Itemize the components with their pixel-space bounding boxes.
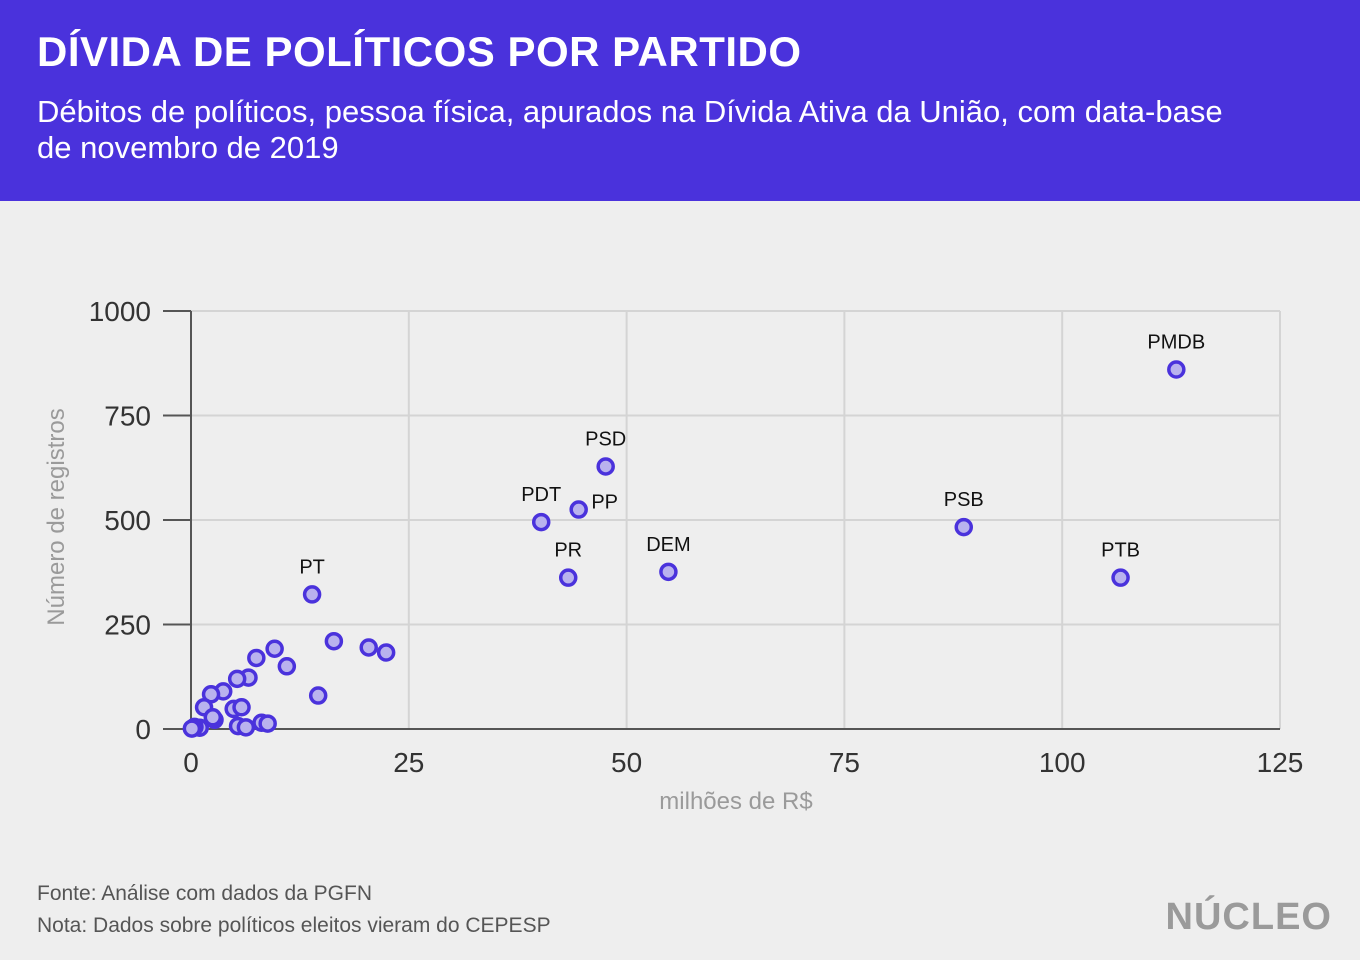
point-label: DEM: [646, 534, 690, 556]
data-point[interactable]: [232, 698, 251, 717]
point-label: PT: [299, 556, 325, 578]
source-note: Fonte: Análise com dados da PGFN: [37, 882, 373, 905]
axis-layer: 0 25 50 75 100 125 0 250 500 750 1000: [89, 296, 1304, 778]
y-tick-label: 1000: [89, 296, 151, 327]
data-point[interactable]: [531, 512, 551, 532]
data-point[interactable]: [596, 457, 615, 476]
y-tick-label: 500: [104, 505, 151, 536]
chart-title: DÍVIDA DE POLÍTICOS POR PARTIDO: [37, 28, 802, 75]
x-tick-label: 100: [1039, 747, 1086, 778]
data-point[interactable]: [359, 638, 378, 657]
x-axis-title: milhões de R$: [659, 788, 812, 815]
data-point[interactable]: [258, 714, 277, 733]
data-point[interactable]: [265, 639, 284, 658]
data-point[interactable]: [569, 500, 588, 519]
chart-subtitle: Débitos de políticos, pessoa física, apu…: [37, 94, 1223, 165]
data-point[interactable]: [308, 686, 328, 705]
x-tick-label: 75: [829, 747, 860, 778]
data-point[interactable]: [1167, 360, 1186, 379]
nucleo-logo: NÚCLEO: [1165, 896, 1332, 938]
data-point[interactable]: [277, 657, 297, 676]
data-point[interactable]: [203, 708, 223, 727]
point-label: PP: [591, 492, 618, 514]
point-label: PDT: [521, 484, 561, 506]
point-label: PMDB: [1147, 332, 1205, 354]
y-tick-label: 0: [135, 714, 151, 745]
scatter-chart: 0 25 50 75 100 125 0 250 500 750 1000 PMDB PSD PP PDT…: [43, 296, 1304, 815]
x-tick-label: 50: [611, 747, 642, 778]
x-tick-label: 25: [393, 747, 424, 778]
y-tick-label: 250: [104, 610, 151, 641]
data-point[interactable]: [558, 568, 578, 587]
data-point[interactable]: [236, 718, 256, 737]
data-point[interactable]: [954, 517, 974, 537]
data-point[interactable]: [324, 631, 344, 651]
point-label: PSB: [944, 489, 984, 511]
data-point[interactable]: [227, 669, 247, 689]
data-point[interactable]: [1111, 568, 1130, 587]
data-note: Nota: Dados sobre políticos eleitos vier…: [37, 914, 551, 937]
grid-layer: [190, 310, 1281, 730]
data-point[interactable]: [302, 585, 322, 604]
data-point[interactable]: [659, 562, 678, 582]
label-layer: PMDB PSD PP PDT PR DEM PSB PTB PT: [299, 332, 1205, 579]
chart-header: DÍVIDA DE POLÍTICOS POR PARTIDO Débitos …: [0, 0, 1360, 201]
point-label: PR: [554, 540, 582, 562]
point-label: PSD: [585, 428, 626, 450]
x-tick-label: 125: [1257, 747, 1304, 778]
point-layer: [182, 360, 1186, 738]
point-label: PTB: [1101, 540, 1140, 562]
data-point[interactable]: [247, 648, 266, 668]
y-axis-title: Número de registros: [43, 408, 70, 625]
data-point[interactable]: [182, 719, 202, 738]
x-tick-label: 0: [183, 747, 199, 778]
data-point[interactable]: [376, 643, 396, 662]
y-tick-label: 750: [104, 401, 151, 432]
